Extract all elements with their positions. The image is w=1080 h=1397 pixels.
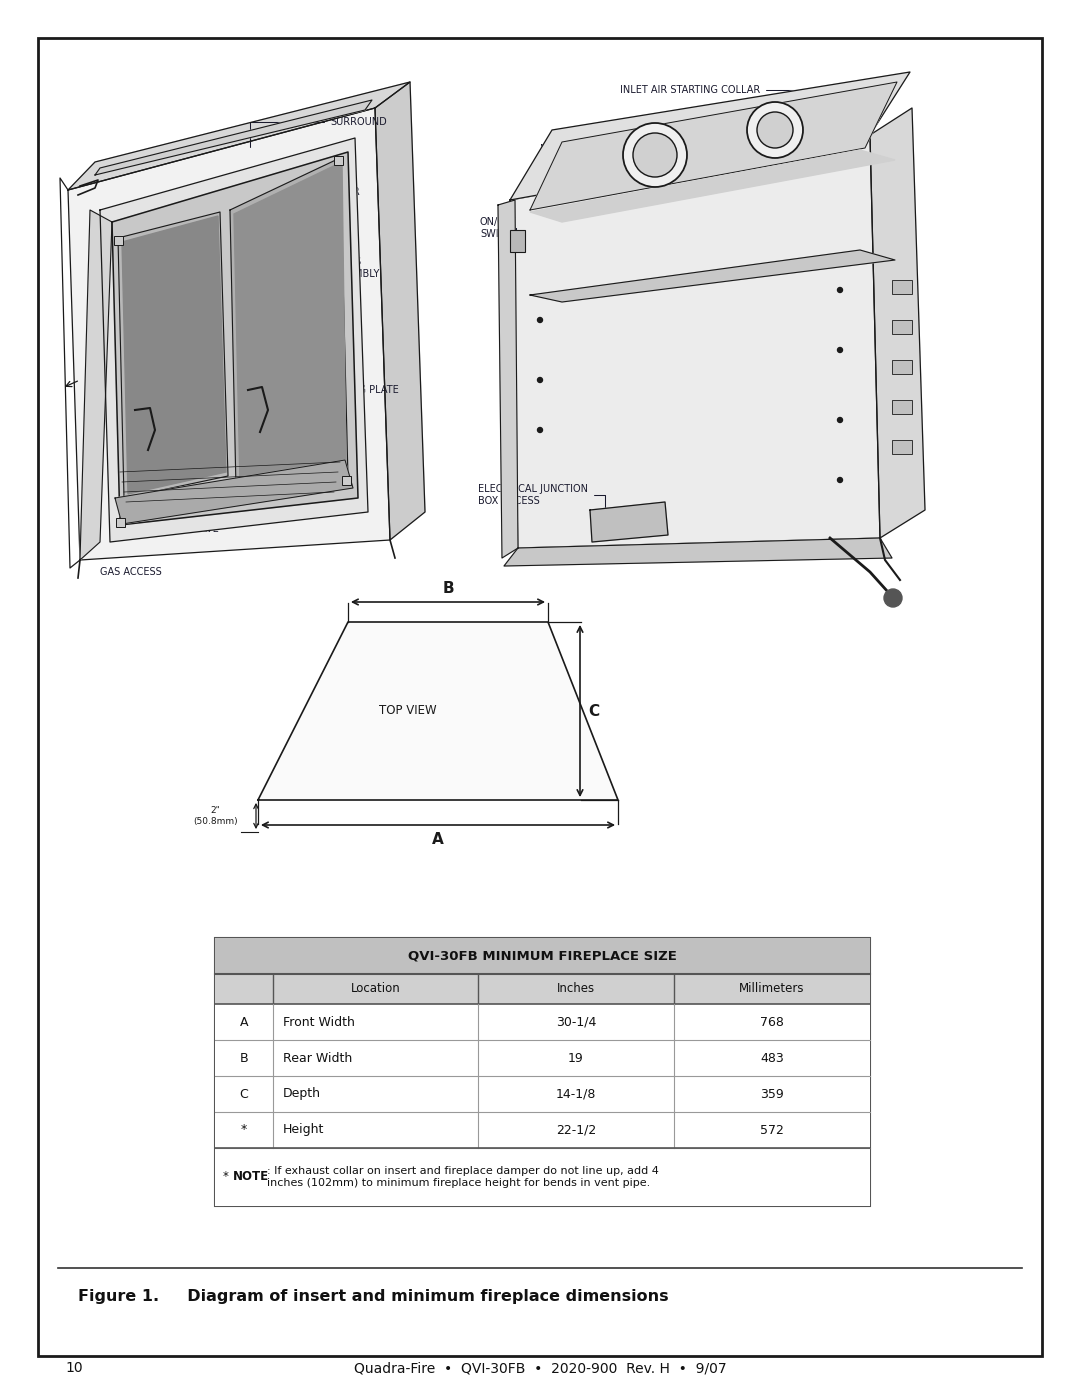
Circle shape bbox=[837, 288, 842, 292]
Circle shape bbox=[837, 418, 842, 422]
Polygon shape bbox=[530, 149, 895, 222]
Bar bbox=[215, 1004, 870, 1039]
Text: 359: 359 bbox=[760, 1087, 784, 1101]
Text: Quadra-Fire  •  QVI-30FB  •  2020-900  Rev. H  •  9/07: Quadra-Fire • QVI-30FB • 2020-900 Rev. H… bbox=[353, 1361, 727, 1375]
Polygon shape bbox=[234, 162, 346, 483]
Bar bbox=[892, 360, 912, 374]
Text: Figure 1.     Diagram of insert and minimum fireplace dimensions: Figure 1. Diagram of insert and minimum … bbox=[78, 1288, 669, 1303]
Circle shape bbox=[757, 112, 793, 148]
Bar bbox=[215, 1039, 870, 1076]
Text: NOTE: NOTE bbox=[233, 1171, 269, 1183]
Text: 19: 19 bbox=[568, 1052, 584, 1065]
Text: TOP VIEW: TOP VIEW bbox=[379, 704, 436, 718]
Text: SURROUND: SURROUND bbox=[249, 117, 387, 147]
Bar bbox=[342, 476, 351, 485]
Polygon shape bbox=[118, 212, 228, 497]
Text: Rear Width: Rear Width bbox=[283, 1052, 352, 1065]
Text: 483: 483 bbox=[760, 1052, 784, 1065]
Circle shape bbox=[837, 348, 842, 352]
Polygon shape bbox=[95, 101, 372, 175]
Polygon shape bbox=[68, 108, 390, 560]
Text: Inches: Inches bbox=[557, 982, 595, 996]
Bar bbox=[215, 1112, 870, 1148]
Text: *: * bbox=[222, 1171, 232, 1183]
Polygon shape bbox=[258, 622, 618, 800]
Text: INLET AIR STARTING COLLAR: INLET AIR STARTING COLLAR bbox=[620, 85, 892, 95]
Bar bbox=[892, 279, 912, 293]
Text: *: * bbox=[241, 1123, 247, 1137]
Bar bbox=[510, 231, 525, 251]
Circle shape bbox=[837, 478, 842, 482]
Text: 22-1/2: 22-1/2 bbox=[556, 1123, 596, 1137]
Polygon shape bbox=[504, 538, 892, 566]
Text: : If exhaust collar on insert and fireplace damper do not line up, add 4
inches : : If exhaust collar on insert and firepl… bbox=[267, 1166, 659, 1187]
Polygon shape bbox=[112, 152, 357, 525]
Text: EXHAUST STARTING
COLLAR: EXHAUST STARTING COLLAR bbox=[540, 144, 645, 166]
Polygon shape bbox=[100, 138, 368, 542]
Circle shape bbox=[538, 377, 542, 383]
Bar bbox=[892, 400, 912, 414]
Bar bbox=[215, 937, 870, 1206]
Polygon shape bbox=[114, 460, 353, 524]
Text: 768: 768 bbox=[760, 1016, 784, 1028]
Text: GAS CONTROL
VALVE: GAS CONTROL VALVE bbox=[170, 493, 241, 534]
Text: 14-1/8: 14-1/8 bbox=[556, 1087, 596, 1101]
Bar bbox=[892, 320, 912, 334]
Text: RATING PLATE: RATING PLATE bbox=[275, 386, 399, 485]
Circle shape bbox=[538, 427, 542, 433]
Text: DOOR: DOOR bbox=[280, 187, 360, 217]
Text: A: A bbox=[240, 1016, 248, 1028]
Text: A: A bbox=[432, 833, 444, 847]
Text: Depth: Depth bbox=[283, 1087, 321, 1101]
Polygon shape bbox=[870, 108, 924, 538]
Polygon shape bbox=[530, 82, 897, 210]
Text: ELECTRICAL JUNCTION
BOX ACCESS: ELECTRICAL JUNCTION BOX ACCESS bbox=[478, 485, 605, 515]
Circle shape bbox=[538, 317, 542, 323]
Bar bbox=[215, 1076, 870, 1112]
Bar bbox=[215, 1148, 870, 1206]
Polygon shape bbox=[80, 210, 112, 560]
Text: QVI-30FB MINIMUM FIREPLACE SIZE: QVI-30FB MINIMUM FIREPLACE SIZE bbox=[408, 950, 677, 963]
Bar bbox=[892, 440, 912, 454]
Text: Height: Height bbox=[283, 1123, 324, 1137]
Circle shape bbox=[623, 123, 687, 187]
Text: Millimeters: Millimeters bbox=[739, 982, 805, 996]
Text: 2"
(50.8mm): 2" (50.8mm) bbox=[193, 806, 238, 826]
Bar bbox=[116, 518, 125, 527]
Polygon shape bbox=[68, 82, 410, 190]
Polygon shape bbox=[122, 217, 226, 495]
Text: B: B bbox=[240, 1052, 248, 1065]
Polygon shape bbox=[498, 200, 518, 557]
Text: C: C bbox=[240, 1087, 248, 1101]
Polygon shape bbox=[530, 250, 895, 302]
Circle shape bbox=[633, 133, 677, 177]
Text: 30-1/4: 30-1/4 bbox=[556, 1016, 596, 1028]
Text: 10: 10 bbox=[65, 1361, 83, 1375]
Text: C: C bbox=[588, 704, 599, 718]
Polygon shape bbox=[510, 136, 880, 548]
Bar bbox=[334, 156, 343, 165]
Polygon shape bbox=[375, 82, 426, 541]
Circle shape bbox=[885, 590, 902, 608]
Polygon shape bbox=[510, 73, 910, 200]
Text: B: B bbox=[442, 581, 454, 597]
Text: GAS ACCESS: GAS ACCESS bbox=[100, 567, 162, 577]
Polygon shape bbox=[590, 502, 669, 542]
Text: 572: 572 bbox=[760, 1123, 784, 1137]
Bar bbox=[215, 937, 870, 974]
Text: Front Width: Front Width bbox=[283, 1016, 355, 1028]
Polygon shape bbox=[230, 158, 348, 488]
Circle shape bbox=[747, 102, 804, 158]
Bar bbox=[114, 236, 123, 244]
Text: GLASS
ASSEMBLY: GLASS ASSEMBLY bbox=[280, 257, 380, 298]
Text: ON/OFF
SWITCH: ON/OFF SWITCH bbox=[480, 217, 518, 239]
Bar bbox=[215, 974, 870, 1004]
Text: Location: Location bbox=[351, 982, 401, 996]
